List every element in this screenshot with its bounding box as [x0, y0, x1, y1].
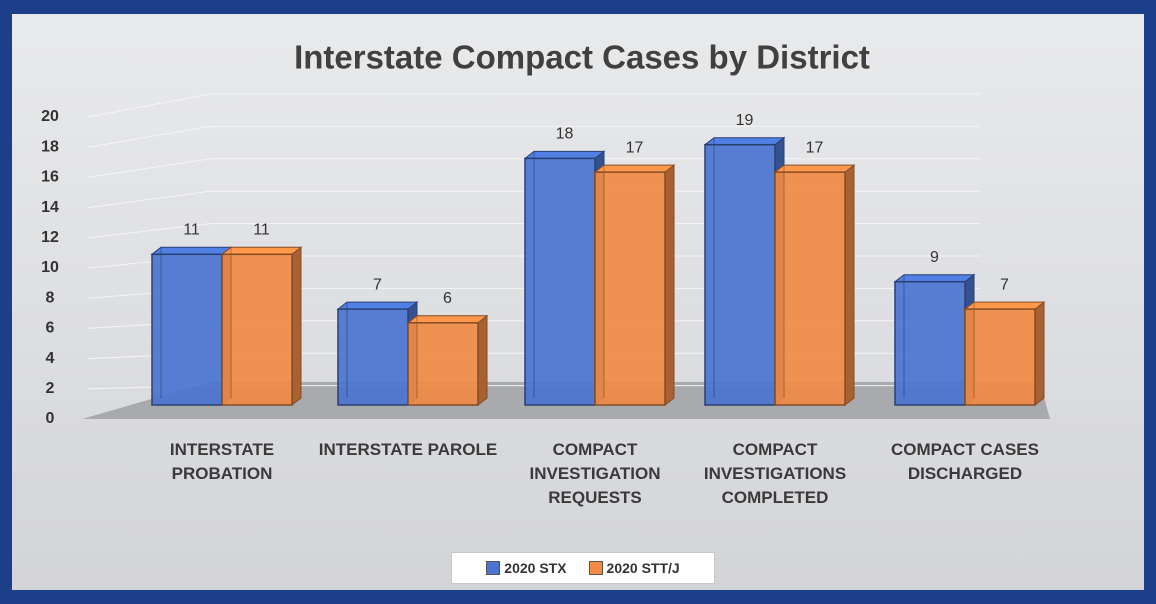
- y-tick-label: 20: [41, 108, 59, 125]
- bar-top: [963, 301, 1046, 310]
- bar-top: [523, 150, 606, 159]
- value-label: 11: [183, 222, 200, 239]
- y-tick-label: 16: [41, 169, 59, 186]
- value-label: 19: [736, 112, 754, 129]
- bar-side: [291, 246, 302, 407]
- y-tick-label: 4: [46, 350, 55, 367]
- bar: [221, 253, 293, 406]
- value-label: 9: [930, 249, 939, 266]
- legend: 2020 STX 2020 STT/J: [451, 552, 715, 584]
- bar: [594, 171, 666, 406]
- y-tick-label: 12: [41, 229, 59, 246]
- bar-top: [336, 301, 419, 310]
- bar-top: [406, 315, 489, 324]
- bar-top: [220, 246, 303, 255]
- y-tick-label: 8: [46, 289, 55, 306]
- value-label: 7: [373, 276, 382, 293]
- value-label: 18: [556, 126, 574, 143]
- y-tick-label: 14: [41, 199, 59, 216]
- x-tick-label: COMPACT CASES DISCHARGED: [891, 440, 1039, 483]
- value-label: 17: [806, 139, 824, 156]
- x-tick-label: INTERSTATE PROBATION: [169, 440, 275, 483]
- y-tick-label: 6: [46, 320, 55, 337]
- value-label: 17: [626, 139, 644, 156]
- bar-side: [477, 314, 488, 407]
- x-tick-label: COMPACT INVESTIGATIONS COMPLETED: [703, 440, 847, 507]
- bar: [407, 322, 479, 406]
- bar: [894, 280, 966, 406]
- y-tick-label: 18: [41, 138, 59, 155]
- legend-label: 2020 STX: [504, 560, 567, 576]
- chart-title: Interstate Compact Cases by District: [294, 39, 870, 76]
- grid-line: [87, 125, 980, 148]
- value-label: 6: [443, 290, 452, 307]
- legend-swatch: [486, 561, 501, 575]
- y-tick-label: 10: [41, 259, 59, 276]
- bar-top: [893, 274, 976, 283]
- bar-side: [1034, 301, 1045, 407]
- y-tick-label: 0: [46, 410, 55, 427]
- bar-top: [150, 246, 233, 255]
- legend-label: 2020 STT/J: [606, 560, 680, 576]
- bar-top: [593, 164, 676, 173]
- bar: [704, 143, 776, 406]
- bar-side: [844, 164, 855, 407]
- value-label: 11: [253, 222, 270, 239]
- bar: [524, 157, 596, 406]
- bar-top: [773, 164, 856, 173]
- x-tick-label: INTERSTATE PAROLE: [318, 440, 498, 459]
- legend-item: 2020 STX: [486, 560, 567, 576]
- bar: [964, 308, 1036, 406]
- y-tick-label: 2: [46, 380, 55, 397]
- bar-side: [664, 164, 675, 407]
- bar-top: [703, 137, 786, 146]
- bar: [337, 308, 409, 406]
- x-tick-label: COMPACT INVESTIGATION REQUESTS: [529, 440, 661, 507]
- legend-item: 2020 STT/J: [588, 560, 680, 576]
- value-label: 7: [1000, 276, 1009, 293]
- grid-line: [87, 93, 980, 118]
- legend-swatch: [588, 561, 603, 575]
- bar: [774, 171, 846, 406]
- bar: [151, 253, 223, 406]
